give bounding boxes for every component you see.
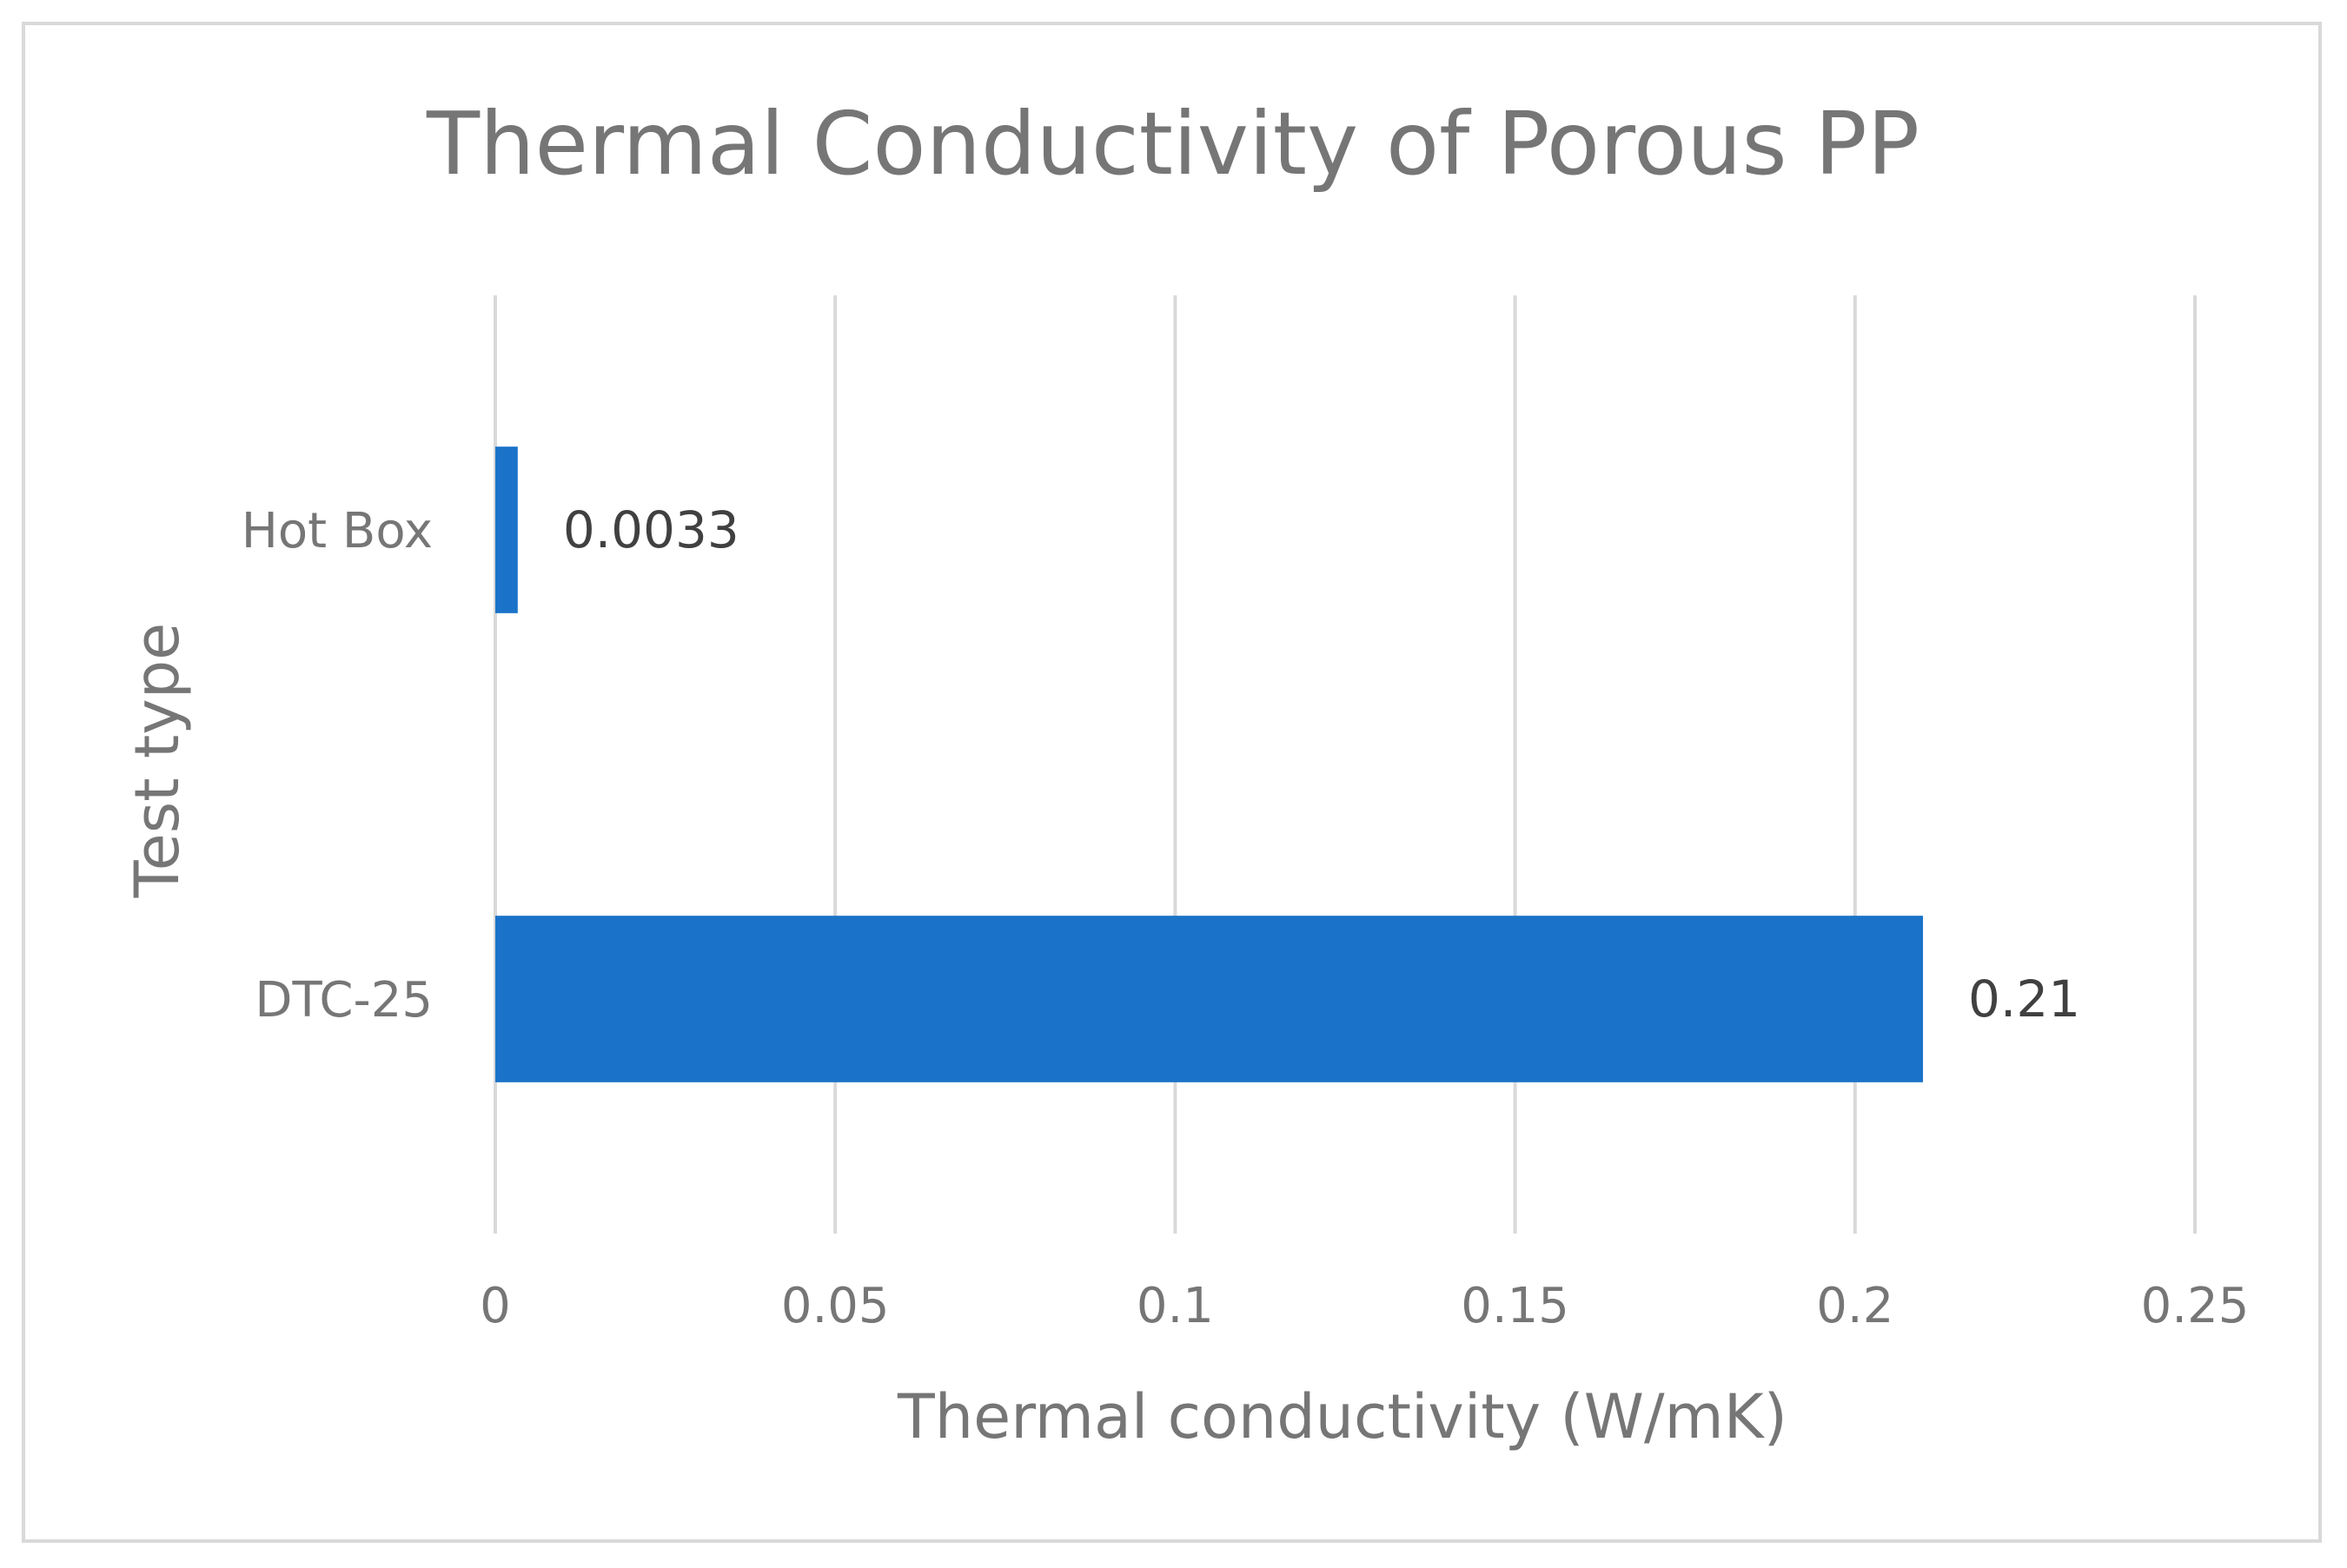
- y-axis-title: Test type: [122, 623, 193, 898]
- category-label: DTC-25: [255, 972, 433, 1029]
- x-tick-label: 0.2: [1816, 1278, 1893, 1334]
- x-tick-labels: 0 0.05 0.1 0.15 0.2 0.25: [480, 1278, 2249, 1334]
- x-tick-label: 0.05: [781, 1278, 890, 1334]
- x-tick-label: 0.1: [1137, 1278, 1214, 1334]
- data-labels: 0.0033 0.21: [563, 500, 2080, 1029]
- chart-frame: [22, 22, 2322, 1543]
- x-tick-label: 0.15: [1461, 1278, 1569, 1334]
- x-tick-label: 0: [480, 1278, 511, 1334]
- gridlines: [494, 295, 2197, 1234]
- chart-title: Thermal Conductivity of Porous PP: [426, 93, 1919, 195]
- bar: [495, 447, 518, 613]
- data-label: 0.21: [1968, 969, 2080, 1029]
- y-category-labels: Hot Box DTC-25: [242, 503, 433, 1029]
- x-tick-label: 0.25: [2141, 1278, 2250, 1334]
- data-label: 0.0033: [563, 500, 739, 559]
- category-label: Hot Box: [242, 503, 433, 559]
- bar: [495, 916, 1924, 1082]
- x-axis-title: Thermal conductivity (W/mK): [897, 1381, 1787, 1452]
- bars: [495, 447, 1924, 1082]
